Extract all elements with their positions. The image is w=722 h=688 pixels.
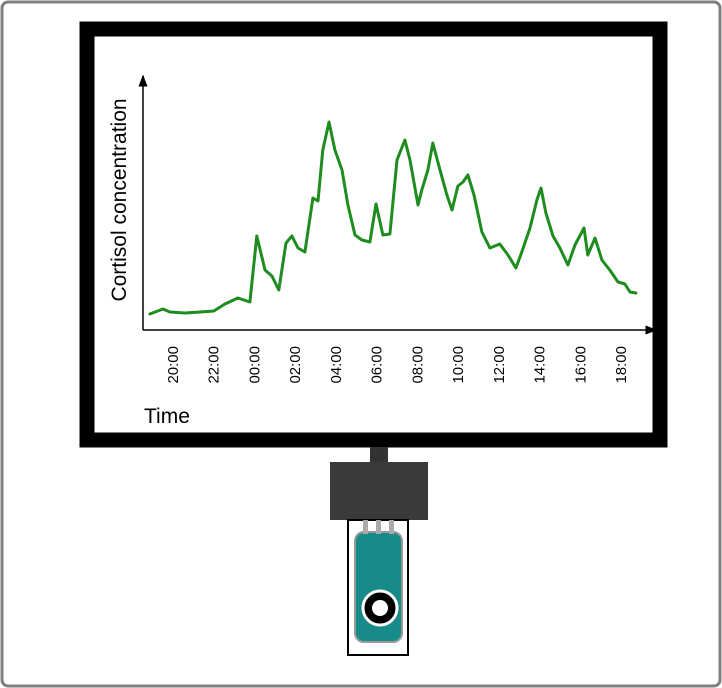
- x-tick-label: 16:00: [572, 346, 589, 384]
- x-tick-label: 14:00: [532, 346, 549, 384]
- monitor: [79, 21, 668, 448]
- y-axis-label: Cortisol concentration: [108, 98, 131, 301]
- x-tick-label: 20:00: [165, 346, 182, 384]
- x-tick-label: 00:00: [246, 346, 263, 384]
- x-tick-label: 02:00: [287, 346, 304, 384]
- contact: [363, 520, 368, 534]
- x-tick-label: 18:00: [613, 346, 630, 384]
- x-tick-label: 04:00: [328, 346, 345, 384]
- x-tick-label: 22:00: [206, 346, 223, 384]
- contact: [389, 520, 394, 534]
- data-line: [148, 120, 638, 316]
- sensor-electrode-center: [372, 600, 388, 616]
- x-tick-label: 08:00: [409, 346, 426, 384]
- contact: [376, 520, 381, 534]
- x-tick-label: 12:00: [491, 346, 508, 384]
- x-axis-label: Time: [144, 405, 190, 428]
- connector: [330, 462, 428, 520]
- monitor-neck: [370, 447, 388, 463]
- x-tick-label: 06:00: [369, 346, 386, 384]
- x-tick-label: 10:00: [450, 346, 467, 384]
